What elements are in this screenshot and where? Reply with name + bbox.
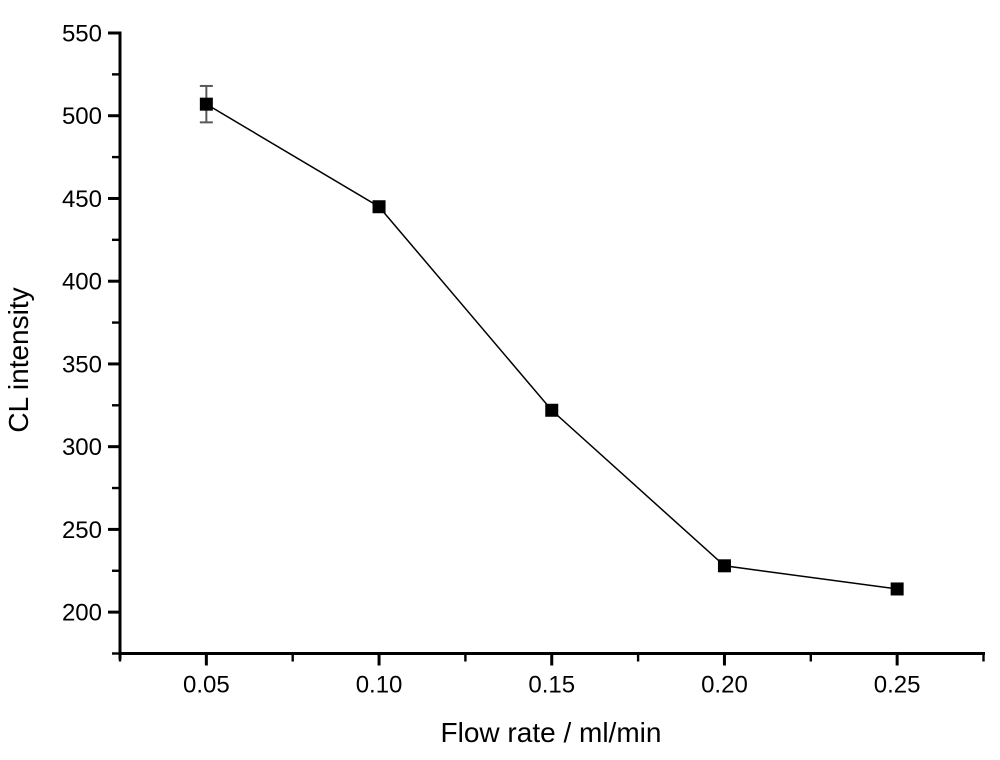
y-tick-label: 350 [62, 351, 102, 378]
x-tick-label: 0.20 [701, 672, 748, 699]
x-tick-label: 0.25 [874, 672, 921, 699]
x-tick-label: 0.10 [356, 672, 403, 699]
data-point-marker [545, 403, 559, 417]
plot-area: 200 250 300 350 400 450 500 550 0.05 0.10 0.15 0.20… [62, 20, 985, 699]
data-point-marker [717, 559, 731, 573]
x-tick-label: 0.15 [528, 672, 575, 699]
data-point-marker [372, 200, 386, 214]
y-tick-label: 500 [62, 103, 102, 130]
x-tick-label: 0.05 [183, 672, 230, 699]
y-axis-title: CL intensity [3, 287, 34, 432]
y-tick-label: 250 [62, 517, 102, 544]
y-tick-label: 300 [62, 434, 102, 461]
x-axis-title: Flow rate / ml/min [441, 717, 662, 748]
series-line [205, 103, 898, 590]
y-tick-label: 400 [62, 269, 102, 296]
y-tick-label: 200 [62, 600, 102, 627]
data-point-marker [199, 97, 213, 111]
y-tick-label: 450 [62, 186, 102, 213]
y-tick-label: 550 [62, 20, 102, 47]
data-point-marker [890, 582, 904, 596]
